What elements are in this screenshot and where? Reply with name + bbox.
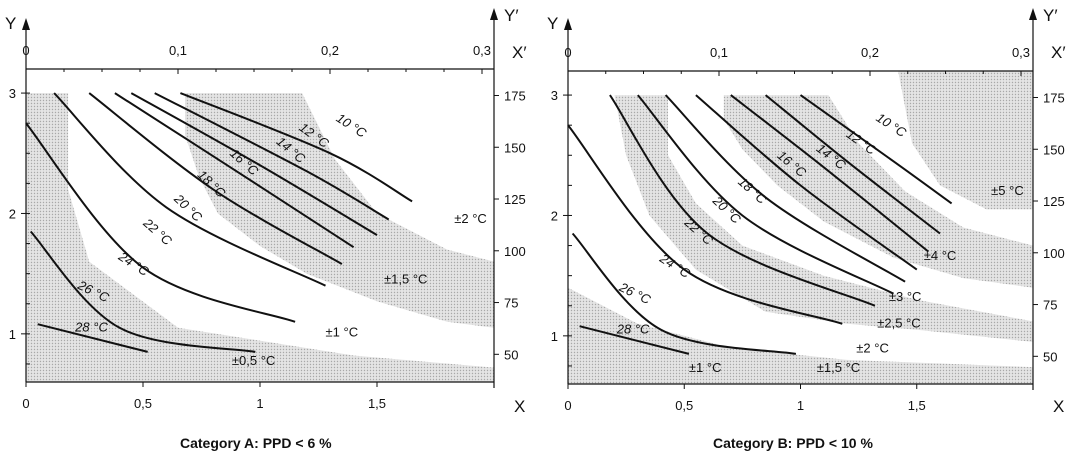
y2-arrow-icon: [490, 8, 498, 20]
caption-category-b: Category B: PPD < 10 %: [713, 435, 873, 451]
tolerance-label: ±1 °C: [689, 360, 722, 375]
y2-tick-label: 150: [504, 140, 526, 155]
curve-label: 26 °C: [616, 279, 653, 308]
isotherm-12c: [154, 92, 390, 221]
y2-tick-label: 100: [1043, 246, 1065, 261]
shaded-band-2: [185, 93, 494, 328]
y2-tick-label: 175: [504, 88, 526, 103]
isotherm-24c: [25, 122, 296, 323]
x2-tick-label: 0,3: [473, 43, 491, 58]
y2-axis-label: Y′: [1043, 6, 1058, 25]
curve-label: 28 °C: [74, 319, 108, 334]
isotherm-12c: [764, 94, 941, 235]
y-tick-label: 1: [9, 327, 16, 342]
tolerance-label: ±5 °C: [991, 183, 1024, 198]
tolerance-label: ±0,5 °C: [232, 353, 275, 368]
isotherm-10c: [180, 92, 413, 203]
x2-tick-label: 0,3: [1012, 45, 1030, 60]
x-tick-label: 1: [256, 396, 263, 411]
chart-panel-a: Y Y′ X′ X 0 0,5 1 1,5 1 2 3 0 0,1 0,2 0,3 50 75 100 125 150…: [5, 6, 527, 416]
tolerance-label: ±2,5 °C: [877, 315, 920, 330]
shaded-band-3: [723, 95, 1033, 288]
isotherm-26c: [29, 230, 256, 353]
y-arrow-icon: [564, 18, 572, 30]
y2-tick-label: 125: [1043, 194, 1065, 209]
y2-tick-label: 50: [1043, 349, 1057, 364]
tolerance-label: ±1 °C: [326, 324, 359, 339]
y2-tick-label: 100: [504, 244, 526, 259]
y2-tick-label: 75: [504, 296, 518, 311]
curve-label: 10 °C: [334, 110, 370, 141]
y2-tick-label: 125: [504, 192, 526, 207]
shaded-band-1: [26, 93, 494, 382]
x2-tick-label: 0,2: [321, 43, 339, 58]
curve-label: 20 °C: [171, 190, 206, 225]
tolerance-label: ±3 °C: [889, 289, 922, 304]
x2-tick-label: 0: [22, 43, 29, 58]
tolerance-label: ±4 °C: [924, 248, 957, 263]
y-axis-label: Y: [5, 14, 16, 33]
isotherm-18c: [664, 94, 906, 283]
tolerance-label: ±2 °C: [856, 341, 889, 356]
x2-axis-label: X′: [512, 43, 527, 62]
x-tick-label: 0: [22, 396, 29, 411]
isotherm-20c: [637, 94, 894, 295]
isotherm-22c: [609, 94, 876, 307]
shaded-band-1: [568, 287, 1033, 384]
y-tick-label: 3: [9, 86, 16, 101]
curve-label: 10 °C: [874, 110, 910, 141]
x2-axis-label: X′: [1051, 43, 1066, 62]
tolerance-label: ±1,5 °C: [817, 360, 860, 375]
x2-tick-label: 0,1: [169, 43, 187, 58]
y-arrow-icon: [22, 18, 30, 30]
caption-category-a: Category A: PPD < 6 %: [180, 435, 332, 451]
x-tick-label: 0: [564, 398, 571, 413]
curve-label: 22 °C: [140, 215, 176, 249]
x-tick-label: 1,5: [908, 398, 926, 413]
y-tick-label: 2: [9, 206, 16, 221]
x2-tick-label: 0,2: [861, 45, 879, 60]
x-axis-label: X: [1053, 397, 1064, 416]
y-axis-label: Y: [547, 14, 558, 33]
shaded-band-2: [614, 95, 1033, 342]
x-axis-label: X: [514, 397, 525, 416]
isotherm-14c: [130, 92, 378, 236]
isotherm-28c: [579, 325, 690, 355]
isotherm-16c: [695, 94, 918, 271]
x-tick-label: 0,5: [134, 396, 152, 411]
x-tick-label: 1: [797, 398, 804, 413]
chart-panel-b: Y Y′ X′ X 0 0,5 1 1,5 1 2 3 0 0,1 0,2 0,3 50 75 100 125 150…: [547, 6, 1066, 416]
x2-tick-label: 0,1: [710, 45, 728, 60]
isotherm-26c: [571, 232, 797, 355]
isotherm-16c: [114, 92, 355, 249]
y-tick-label: 1: [551, 329, 558, 344]
x-tick-label: 0,5: [675, 398, 693, 413]
y-tick-label: 3: [551, 88, 558, 103]
isotherm-18c: [88, 92, 343, 265]
isotherm-10c: [799, 94, 953, 205]
y2-axis-label: Y′: [504, 6, 519, 25]
tolerance-label: ±1,5 °C: [384, 271, 427, 286]
y-tick-label: 2: [551, 208, 558, 223]
isotherm-24c: [567, 124, 843, 325]
curve-label: 18 °C: [735, 174, 770, 207]
y2-tick-label: 150: [1043, 142, 1065, 157]
tolerance-label: ±2 °C: [454, 211, 487, 226]
x2-tick-label: 0: [564, 45, 571, 60]
isotherm-14c: [730, 94, 930, 253]
x-tick-label: 1,5: [368, 396, 386, 411]
curve-label: 28 °C: [616, 321, 650, 336]
shaded-band-4: [898, 71, 1033, 210]
isotherm-28c: [37, 323, 148, 353]
curve-label: 24 °C: [115, 248, 152, 279]
isotherm-22c: [53, 92, 326, 287]
y2-tick-label: 50: [504, 347, 518, 362]
y2-tick-label: 75: [1043, 298, 1057, 313]
y2-arrow-icon: [1029, 8, 1037, 20]
y2-tick-label: 175: [1043, 90, 1065, 105]
